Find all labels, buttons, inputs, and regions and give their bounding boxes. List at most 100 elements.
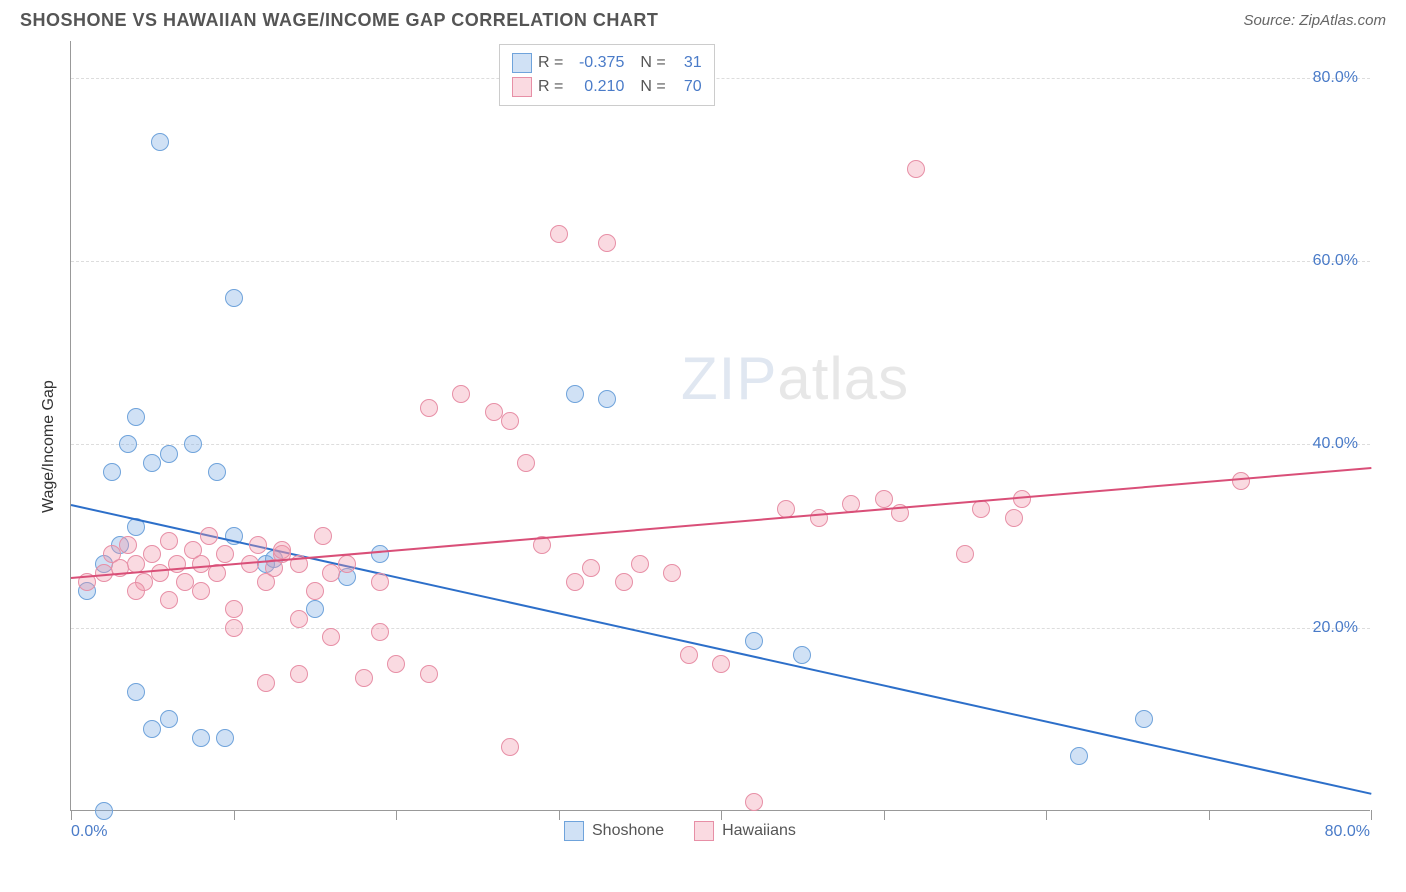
scatter-point	[160, 591, 178, 609]
scatter-point	[355, 669, 373, 687]
scatter-point	[582, 559, 600, 577]
scatter-point	[566, 573, 584, 591]
scatter-point	[615, 573, 633, 591]
scatter-point	[338, 555, 356, 573]
scatter-point	[875, 490, 893, 508]
scatter-point	[119, 536, 137, 554]
x-tick	[396, 810, 397, 820]
trend-line	[71, 467, 1371, 579]
scatter-point	[127, 555, 145, 573]
scatter-point	[208, 463, 226, 481]
scatter-point	[1070, 747, 1088, 765]
scatter-point	[712, 655, 730, 673]
scatter-point	[566, 385, 584, 403]
scatter-point	[257, 674, 275, 692]
gridline	[71, 444, 1370, 445]
y-tick-label: 80.0%	[1313, 69, 1358, 87]
scatter-point	[793, 646, 811, 664]
scatter-point	[192, 582, 210, 600]
stats-legend-row: R =0.210N =70	[512, 75, 702, 99]
scatter-point	[249, 536, 267, 554]
scatter-point	[810, 509, 828, 527]
scatter-point	[103, 463, 121, 481]
legend-r-label: R =	[538, 51, 563, 75]
scatter-point	[1013, 490, 1031, 508]
x-tick-label: 0.0%	[71, 823, 107, 841]
scatter-point	[956, 545, 974, 563]
scatter-point	[663, 564, 681, 582]
scatter-point	[517, 454, 535, 472]
scatter-point	[598, 390, 616, 408]
x-tick	[234, 810, 235, 820]
scatter-point	[273, 541, 291, 559]
scatter-point	[216, 545, 234, 563]
scatter-point	[184, 435, 202, 453]
y-tick-label: 40.0%	[1313, 435, 1358, 453]
x-tick	[721, 810, 722, 820]
legend-swatch	[564, 821, 584, 841]
scatter-point	[420, 665, 438, 683]
scatter-point	[176, 573, 194, 591]
legend-n-value: 31	[672, 51, 702, 75]
scatter-point	[200, 527, 218, 545]
chart-title: SHOSHONE VS HAWAIIAN WAGE/INCOME GAP COR…	[20, 10, 658, 31]
legend-swatch	[694, 821, 714, 841]
legend-r-label: R =	[538, 75, 563, 99]
x-tick	[884, 810, 885, 820]
x-tick	[1371, 810, 1372, 820]
scatter-point	[907, 160, 925, 178]
scatter-point	[95, 802, 113, 820]
scatter-point	[225, 619, 243, 637]
scatter-point	[322, 628, 340, 646]
x-tick	[559, 810, 560, 820]
scatter-point	[420, 399, 438, 417]
scatter-point	[143, 545, 161, 563]
scatter-point	[371, 623, 389, 641]
scatter-point	[777, 500, 795, 518]
scatter-point	[371, 573, 389, 591]
gridline	[71, 261, 1370, 262]
gridline	[71, 78, 1370, 79]
series-name: Hawaiians	[722, 822, 796, 840]
scatter-point	[745, 793, 763, 811]
scatter-point	[192, 555, 210, 573]
scatter-point	[143, 720, 161, 738]
scatter-point	[225, 600, 243, 618]
legend-n-label: N =	[640, 51, 665, 75]
scatter-point	[452, 385, 470, 403]
scatter-point	[290, 665, 308, 683]
scatter-point	[1005, 509, 1023, 527]
legend-swatch	[512, 77, 532, 97]
legend-r-value: -0.375	[569, 51, 624, 75]
scatter-point	[160, 445, 178, 463]
scatter-point	[598, 234, 616, 252]
scatter-point	[143, 454, 161, 472]
scatter-point	[119, 435, 137, 453]
scatter-point	[680, 646, 698, 664]
scatter-point	[160, 710, 178, 728]
scatter-point	[151, 133, 169, 151]
stats-legend: R =-0.375 N = 31R =0.210N =70	[499, 44, 715, 106]
scatter-point	[550, 225, 568, 243]
scatter-point	[127, 683, 145, 701]
scatter-point	[501, 412, 519, 430]
plot-area: 20.0%40.0%60.0%80.0%0.0%80.0%	[70, 41, 1370, 811]
source-attribution: Source: ZipAtlas.com	[1243, 12, 1386, 29]
x-tick-label: 80.0%	[1325, 823, 1370, 841]
legend-n-value: 70	[672, 75, 702, 99]
legend-r-value: 0.210	[569, 75, 624, 99]
scatter-point	[160, 532, 178, 550]
y-tick-label: 20.0%	[1313, 619, 1358, 637]
legend-swatch	[512, 53, 532, 73]
scatter-point	[225, 289, 243, 307]
y-axis-label: Wage/Income Gap	[40, 381, 58, 514]
gridline	[71, 628, 1370, 629]
scatter-point	[371, 545, 389, 563]
scatter-point	[387, 655, 405, 673]
scatter-point	[216, 729, 234, 747]
scatter-point	[501, 738, 519, 756]
scatter-point	[127, 408, 145, 426]
scatter-point	[1232, 472, 1250, 490]
scatter-point	[127, 582, 145, 600]
y-tick-label: 60.0%	[1313, 252, 1358, 270]
